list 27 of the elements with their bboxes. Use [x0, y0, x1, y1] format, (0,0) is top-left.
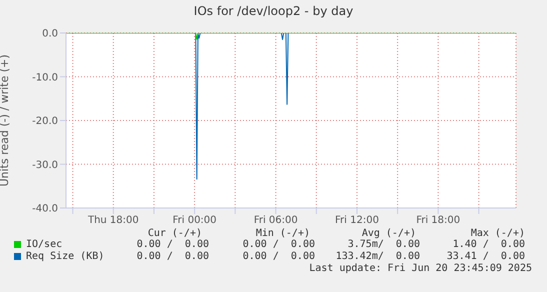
- text: Max (-/+): [470, 228, 525, 239]
- y-tick-label: -20.0: [32, 116, 58, 128]
- x-tick-label: Thu 18:00: [86, 215, 139, 226]
- x-tick-label: Fri 06:00: [254, 215, 298, 226]
- x-tick-label: Fri 12:00: [335, 215, 379, 226]
- chart-title: IOs for /dev/loop2 - by day: [192, 4, 354, 18]
- text: 0.00 / 0.00: [136, 239, 209, 250]
- text: 133.42m/ 0.00: [336, 251, 420, 262]
- text: 1.40 / 0.00: [452, 239, 525, 250]
- y-tick-label: -30.0: [32, 160, 58, 171]
- y-axis-title: Units read (-) / write (+): [0, 54, 11, 187]
- text: 0.00 / 0.00: [242, 239, 315, 250]
- legend-label: IO/sec: [26, 239, 62, 250]
- x-tick-label: Fri 18:00: [416, 215, 460, 226]
- text: 0.00 / 0.00: [242, 251, 315, 262]
- text: Avg (-/+): [362, 228, 416, 239]
- text: Cur (-/+): [148, 228, 202, 239]
- y-tick-label: -40.0: [32, 204, 58, 215]
- text: 3.75m/ 0.00: [348, 239, 420, 250]
- legend-label: Req Size (KB): [26, 251, 104, 262]
- text: Last update: Fri Jun 20 23:45:09 2025: [309, 263, 532, 274]
- y-tick-label: 0.0: [42, 28, 58, 40]
- text: 0.00 / 0.00: [136, 251, 209, 262]
- text: 33.41 / 0.00: [446, 251, 525, 262]
- y-tick-label: -10.0: [32, 72, 58, 84]
- x-tick-label: Fri 00:00: [172, 215, 217, 226]
- text: Min (-/+): [256, 228, 310, 239]
